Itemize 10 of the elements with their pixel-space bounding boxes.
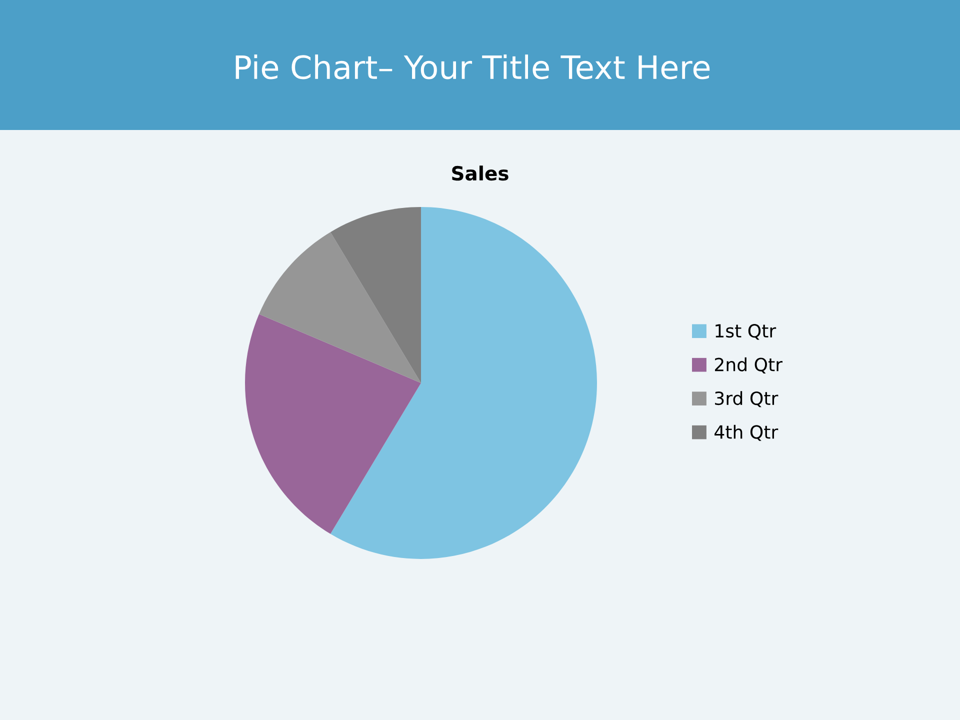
pie-slice <box>259 232 421 383</box>
legend-label: 4th Qtr <box>714 424 778 441</box>
legend-label: 1st Qtr <box>716 324 776 340</box>
pie-slice <box>245 314 421 534</box>
legend-label: 3rd Qtr <box>715 391 778 408</box>
chart-subtitle: Sales <box>452 166 508 181</box>
chart-title: Pie Chart– Your Title Text Here <box>236 54 710 80</box>
pie-slice <box>330 207 421 383</box>
legend-label: 2nd Qtr <box>714 357 783 374</box>
pie-slice <box>330 207 597 559</box>
